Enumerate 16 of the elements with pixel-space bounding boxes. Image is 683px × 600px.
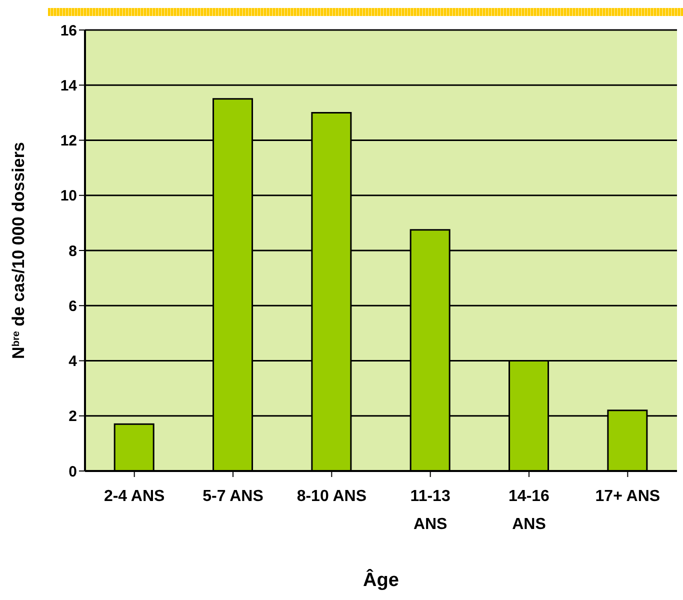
y-tick-label: 16: [60, 22, 77, 40]
x-tick-label: 8-10 ANS: [296, 488, 367, 505]
y-tick-label: 10: [60, 188, 77, 205]
x-tick-label: 11-13 ANS: [410, 488, 450, 533]
y-tick-label: 0: [68, 463, 77, 480]
x-tick-label: 17+ ANS: [595, 488, 660, 505]
y-tick-label: 2: [68, 408, 77, 426]
y-tick-label: 4: [68, 353, 78, 370]
y-tick-label: 8: [68, 242, 77, 260]
y-tick-label: 14: [60, 77, 78, 94]
x-tick-label: 5-7 ANS: [202, 488, 264, 505]
y-tick-label: 6: [68, 298, 77, 315]
x-tick-label: 14-16 ANS: [508, 488, 550, 533]
x-tick-label: 2-4 ANS: [104, 488, 166, 505]
y-tick-label: 12: [60, 132, 77, 150]
x-axis-title: Âge: [363, 568, 399, 591]
